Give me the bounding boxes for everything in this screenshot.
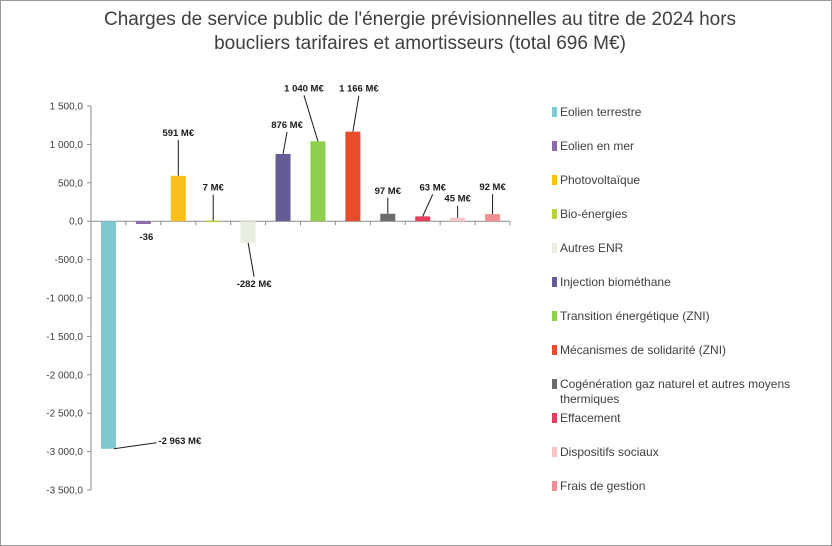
legend-entry-text: Transition énergétique (ZNI): [560, 309, 710, 323]
bar: [205, 220, 221, 223]
y-tick-label: -500,0: [55, 255, 84, 266]
data-label: 1 166 M€: [339, 84, 379, 95]
legend-entry-text: Mécanismes de solidarité (ZNI): [560, 343, 726, 357]
chart-title-line-1: Charges de service public de l'énergie p…: [103, 9, 737, 30]
y-tick-label: -3 500,0: [46, 486, 83, 497]
legend-entry-text: Effacement: [560, 411, 621, 425]
chart-title: Charges de service public de l'énergie p…: [40, 8, 800, 56]
legend-swatch: [552, 311, 557, 321]
legend-entry-text: thermiques: [560, 392, 619, 406]
data-label-leader: [282, 131, 288, 155]
y-tick-label: -3 000,0: [46, 447, 83, 458]
data-label: -282 M€: [237, 279, 273, 290]
legend-swatch: [552, 243, 557, 253]
data-label: 45 M€: [444, 194, 471, 205]
data-label: 63 M€: [420, 182, 447, 193]
bar: [135, 221, 151, 224]
y-tick-label: 1 000,0: [50, 140, 84, 151]
data-label: -36: [140, 232, 154, 243]
legend-swatch: [552, 141, 557, 151]
legend-swatch: [552, 413, 557, 423]
data-label: 97 M€: [375, 186, 402, 197]
data-label-leader: [247, 242, 255, 277]
y-tick-label: -2 500,0: [46, 409, 83, 420]
data-label-leader: [352, 95, 360, 132]
bar: [450, 217, 466, 222]
bar: [100, 221, 116, 449]
legend-entry-text: Photovoltaïque: [560, 173, 640, 187]
legend-entry-text: Bio-énergies: [560, 207, 627, 221]
y-tick-label: -2 000,0: [46, 370, 83, 381]
legend-entry-text: Eolien terrestre: [560, 105, 642, 119]
legend-swatch: [552, 107, 557, 117]
data-label: 876 M€: [271, 120, 303, 131]
data-label-leader: [422, 194, 434, 217]
legend-swatch: [552, 379, 557, 389]
bar: [345, 131, 361, 222]
legend-entry-text: Cogénération gaz naturel et autres moyen…: [560, 377, 790, 391]
y-tick-label: -1 500,0: [46, 332, 83, 343]
legend-entry-text: Dispositifs sociaux: [560, 445, 659, 459]
bar: [275, 153, 291, 222]
legend-swatch: [552, 447, 557, 457]
data-label: 1 040 M€: [284, 83, 324, 94]
y-tick-label: -1 000,0: [46, 294, 83, 305]
data-label: 591 M€: [162, 128, 194, 139]
y-tick-label: 1 500,0: [50, 102, 84, 113]
data-label-leader: [303, 95, 319, 142]
legend-entry-text: Injection biométhane: [560, 275, 671, 289]
chart-title-line-2: boucliers tarifaires et amortisseurs (to…: [214, 33, 626, 54]
legend-swatch: [552, 345, 557, 355]
bar: [485, 214, 501, 222]
bar: [380, 213, 396, 222]
y-tick-label: 500,0: [58, 178, 83, 189]
legend-swatch: [552, 175, 557, 185]
bar: [415, 216, 431, 222]
bar: [240, 221, 256, 243]
data-label-leader: [113, 442, 157, 450]
bar: [310, 141, 326, 222]
legend-entry-text: Eolien en mer: [560, 139, 634, 153]
legend-entry-text: Frais de gestion: [560, 479, 645, 493]
bar: [170, 175, 186, 222]
data-label: -2 963 M€: [158, 436, 201, 447]
data-label: 92 M€: [479, 182, 506, 193]
legend-swatch: [552, 209, 557, 219]
legend-entry-text: Autres ENR: [560, 241, 624, 255]
y-tick-label: 0,0: [69, 217, 83, 228]
data-label: 7 M€: [203, 183, 225, 194]
legend-swatch: [552, 277, 557, 287]
legend-swatch: [552, 481, 557, 491]
